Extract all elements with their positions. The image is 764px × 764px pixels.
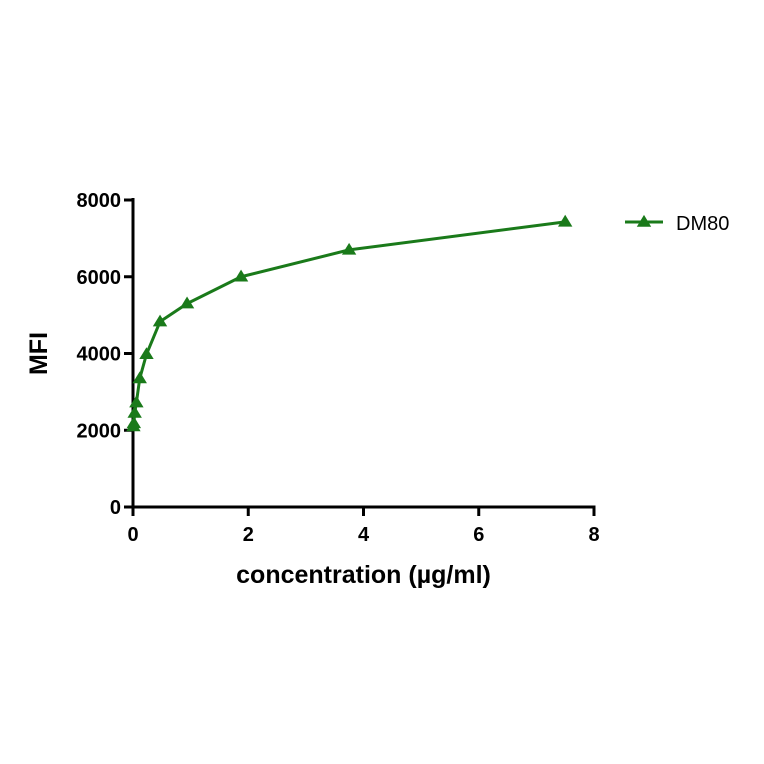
x-tick-label: 8 — [588, 524, 599, 546]
series-layer — [126, 214, 573, 432]
x-tick-label: 4 — [358, 524, 370, 546]
data-point-marker — [152, 314, 168, 327]
x-tick-label: 0 — [127, 524, 138, 546]
legend: DM80 — [625, 213, 729, 235]
y-tick-label: 0 — [110, 497, 121, 519]
data-point-marker — [126, 416, 142, 429]
data-point-marker — [132, 371, 147, 384]
legend-label: DM80 — [676, 213, 729, 235]
data-point-marker — [341, 242, 357, 255]
data-point-marker — [129, 395, 144, 408]
legend-marker-icon — [636, 214, 652, 227]
x-axis-title: concentration (µg/ml) — [236, 561, 491, 589]
y-tick-label: 2000 — [77, 420, 122, 442]
data-point-marker — [557, 214, 573, 227]
data-point-marker — [127, 405, 142, 418]
data-point-marker — [179, 296, 195, 309]
y-tick-label: 4000 — [77, 344, 122, 366]
data-point-marker — [139, 347, 154, 360]
axes: 0 2 4 6 8 0 2000 4000 6000 8000 — [77, 190, 600, 546]
x-tick-label: 6 — [473, 524, 484, 546]
y-tick-label: 6000 — [77, 267, 122, 289]
data-point-marker — [233, 269, 249, 282]
y-tick-label: 8000 — [77, 190, 122, 212]
x-tick-label: 2 — [243, 524, 254, 546]
y-axis-title: MFI — [25, 332, 53, 375]
